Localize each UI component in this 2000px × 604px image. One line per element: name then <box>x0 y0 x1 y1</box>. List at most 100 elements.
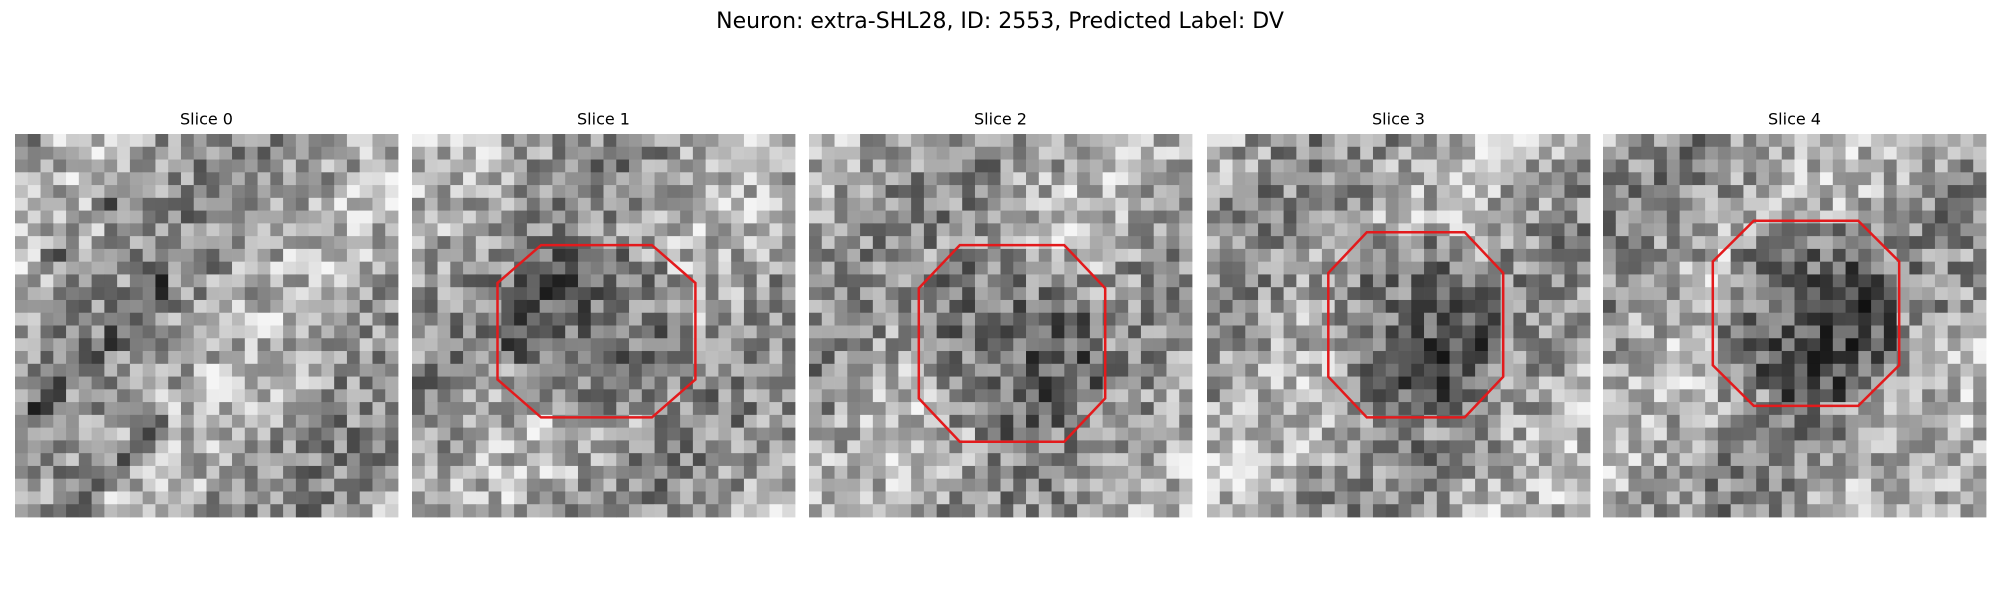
pixel <box>1207 504 1221 518</box>
pixel <box>424 440 438 454</box>
pixel <box>1077 287 1091 301</box>
pixel <box>346 134 361 148</box>
pixel <box>1858 210 1872 224</box>
pixel <box>283 248 297 263</box>
pixel <box>1296 376 1310 390</box>
pixel <box>463 146 477 160</box>
pixel <box>412 453 426 467</box>
pixel <box>219 325 233 339</box>
pixel <box>616 197 630 211</box>
pixel <box>974 414 989 429</box>
pixel <box>1321 185 1336 199</box>
pixel <box>450 197 464 211</box>
pixel <box>1947 299 1961 314</box>
pixel <box>769 236 783 250</box>
pixel <box>1475 159 1489 173</box>
pixel <box>117 159 131 173</box>
pixel <box>718 504 732 518</box>
pixel <box>104 440 118 454</box>
pixel <box>1705 491 1719 505</box>
pixel <box>1756 134 1770 148</box>
pixel <box>809 376 823 390</box>
pixel <box>129 185 144 199</box>
pixel <box>1424 338 1438 352</box>
pixel <box>616 440 630 454</box>
pixel <box>15 351 29 365</box>
pixel <box>705 248 719 263</box>
pixel <box>718 465 732 480</box>
pixel <box>53 325 67 339</box>
pixel <box>1526 491 1540 505</box>
pixel <box>1102 197 1116 211</box>
pixel <box>1026 146 1040 160</box>
pixel <box>552 504 566 518</box>
pixel <box>539 465 553 480</box>
pixel <box>359 363 373 377</box>
pixel <box>1258 312 1272 326</box>
pixel <box>1603 465 1617 480</box>
pixel <box>603 427 617 441</box>
pixel <box>1013 210 1027 224</box>
pixel <box>1564 248 1578 263</box>
pixel <box>1207 427 1221 441</box>
pixel <box>1705 402 1719 416</box>
pixel <box>155 197 169 211</box>
pixel <box>321 504 335 518</box>
pixel <box>359 465 373 480</box>
pixel <box>718 453 732 467</box>
pixel <box>1153 427 1167 441</box>
pixel <box>1038 134 1052 148</box>
pixel <box>27 185 41 199</box>
pixel <box>1564 210 1578 224</box>
pixel <box>53 236 67 250</box>
pixel <box>91 478 105 492</box>
pixel <box>1603 223 1617 237</box>
pixel <box>1781 236 1795 250</box>
pixel <box>1283 389 1297 403</box>
pixel <box>334 325 348 339</box>
pixel <box>1973 389 1987 403</box>
pixel <box>1089 134 1104 148</box>
pixel <box>334 389 348 403</box>
pixel <box>1153 453 1167 467</box>
pixel <box>526 351 541 365</box>
pixel <box>1603 172 1617 186</box>
pixel <box>1730 172 1744 186</box>
pixel <box>155 478 169 492</box>
pixel <box>180 210 195 224</box>
pixel <box>1756 491 1770 505</box>
pixel <box>450 440 464 454</box>
pixel <box>705 325 719 339</box>
pixel <box>1077 134 1091 148</box>
pixel <box>667 248 681 263</box>
pixel <box>1296 261 1310 275</box>
pixel <box>1475 440 1489 454</box>
pixel <box>974 312 989 326</box>
pixel <box>1909 248 1923 263</box>
pixel <box>308 325 322 339</box>
pixel <box>463 236 477 250</box>
pixel <box>590 478 604 492</box>
pixel <box>78 453 92 467</box>
pixel <box>1013 363 1027 377</box>
pixel <box>1360 491 1374 505</box>
pixel <box>1436 325 1450 339</box>
pixel <box>1654 427 1668 441</box>
pixel <box>283 134 297 148</box>
pixel <box>1756 465 1770 480</box>
pixel <box>1128 363 1142 377</box>
pixel <box>232 287 246 301</box>
pixel <box>898 172 912 186</box>
pixel <box>1909 363 1923 377</box>
pixel <box>1115 491 1129 505</box>
pixel <box>872 236 886 250</box>
pixel <box>949 376 963 390</box>
pixel <box>1960 146 1974 160</box>
pixel <box>782 210 796 224</box>
pixel <box>1896 248 1910 263</box>
pixel <box>603 172 617 186</box>
pixel <box>1909 325 1923 339</box>
pixel <box>257 440 271 454</box>
pixel <box>334 312 348 326</box>
